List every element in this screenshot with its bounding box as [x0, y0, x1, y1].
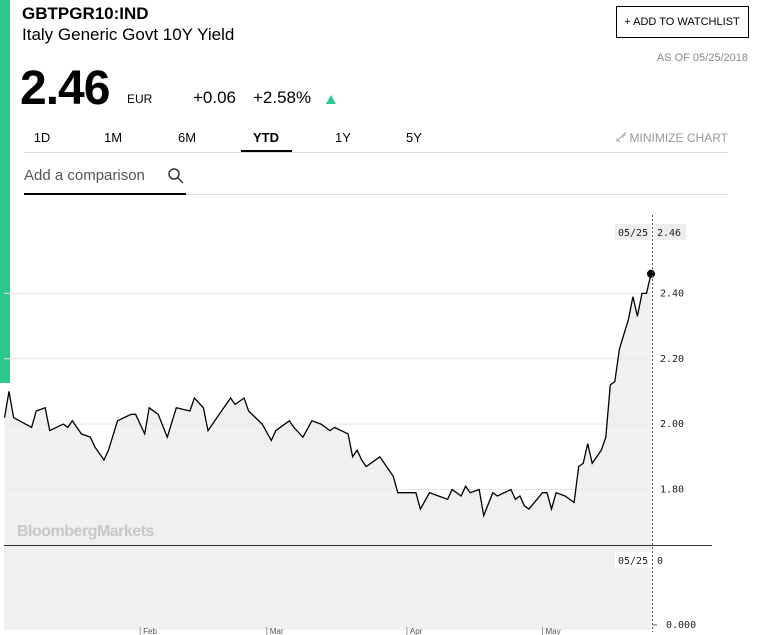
- tab[interactable]: 5Y: [406, 130, 422, 145]
- input-underline: [24, 193, 186, 195]
- tab[interactable]: 1Y: [335, 130, 351, 145]
- search-icon[interactable]: [168, 168, 180, 180]
- comparison-input[interactable]: Add a comparison: [24, 167, 145, 184]
- minimize-chart[interactable]: MINIMIZE CHART: [630, 131, 729, 145]
- lower-date-box: [615, 552, 651, 568]
- as-of: AS OF 05/25/2018: [657, 52, 748, 64]
- lower-tick-label: 0.000: [666, 620, 696, 631]
- change-pct: +2.58%: [253, 88, 311, 107]
- minimize-icon[interactable]: [616, 131, 627, 142]
- x-tick-label: Feb: [143, 627, 157, 635]
- up-arrow: [326, 95, 336, 104]
- tab[interactable]: 1M: [104, 130, 122, 145]
- lower-date: 05/25: [618, 556, 648, 567]
- y-tick-label: 1.80: [660, 484, 684, 495]
- tab-underline: [241, 150, 292, 153]
- currency: EUR: [127, 92, 153, 106]
- y-tick-label: 2.40: [660, 288, 684, 299]
- area: [4, 273, 651, 545]
- search-icon-handle: [177, 177, 184, 184]
- tab[interactable]: 6M: [178, 130, 196, 145]
- last-point: [647, 269, 655, 278]
- watchlist-button[interactable]: [616, 6, 749, 38]
- last-date: 05/25: [618, 228, 648, 239]
- x-tick-label: Mar: [270, 627, 284, 635]
- watermark: BloombergMarkets: [17, 523, 155, 540]
- tab[interactable]: 1D: [34, 130, 51, 145]
- price-line: [3, 273, 652, 518]
- lower-panel-fill: [4, 545, 651, 630]
- y-tick-label: 2.20: [660, 354, 684, 365]
- lower-value: 0: [657, 556, 663, 567]
- watchlist-label[interactable]: + ADD TO WATCHLIST: [624, 16, 740, 28]
- chart: 1.80 2.00 2.20 2.40 BloombergMarkets 05/25 2.4…: [3, 215, 712, 635]
- last-date-box: [615, 224, 651, 240]
- tab[interactable]: YTD: [253, 130, 279, 145]
- last-value: 2.46: [657, 228, 681, 239]
- last-value-box: [654, 224, 686, 240]
- ticker: GBTPGR10:IND: [22, 4, 149, 23]
- accent-bar: [0, 0, 10, 383]
- change: +0.06: [193, 88, 236, 107]
- price: 2.46: [20, 62, 109, 115]
- y-tick-label: 2.00: [660, 419, 684, 430]
- x-tick-label: May: [546, 627, 561, 635]
- x-tick-label: Apr: [410, 627, 423, 635]
- security-name: Italy Generic Govt 10Y Yield: [22, 25, 234, 44]
